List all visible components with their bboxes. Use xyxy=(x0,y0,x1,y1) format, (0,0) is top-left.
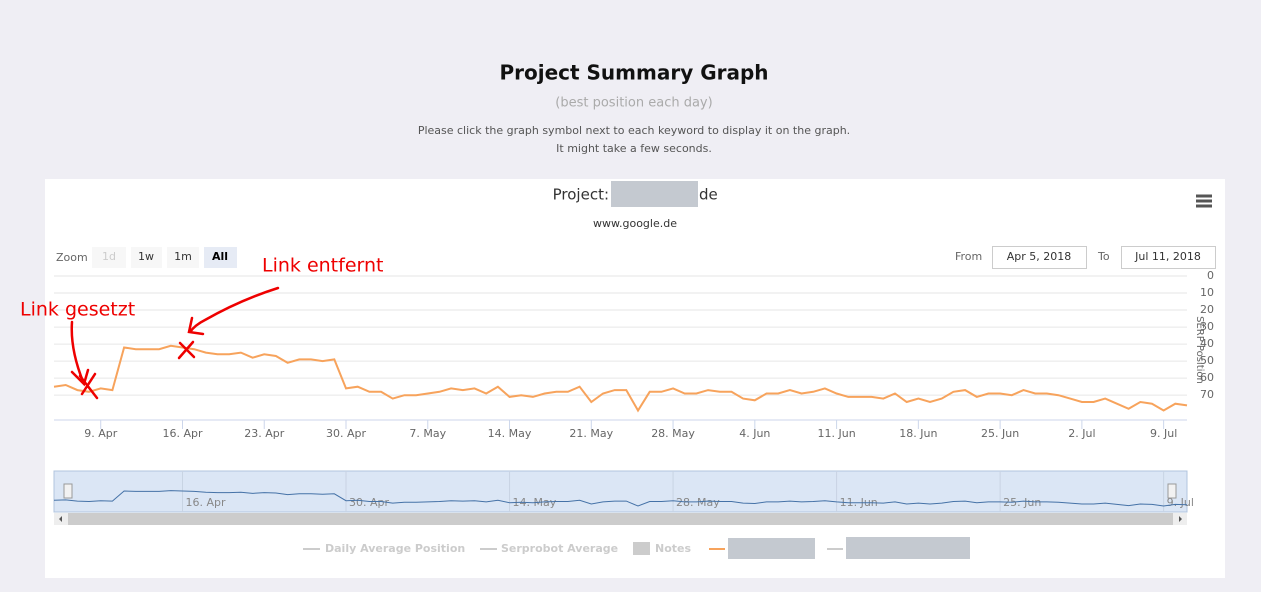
from-value[interactable]: Apr 5, 2018 xyxy=(1007,250,1072,263)
zoom-button[interactable] xyxy=(131,247,162,268)
from-label: From xyxy=(955,250,982,263)
redacted[interactable] xyxy=(846,537,970,559)
x-tick-label: 23. Apr xyxy=(244,427,284,440)
x-tick-label: 9. Apr xyxy=(84,427,117,440)
y-tick-label: 40 xyxy=(1200,337,1214,350)
legend-label[interactable]: Daily Average Position xyxy=(325,542,465,555)
x-tick-label: 21. May xyxy=(569,427,613,440)
x-tick-label: 11. Jun xyxy=(817,427,855,440)
zoom-button[interactable] xyxy=(167,247,199,268)
to-label: To xyxy=(1097,250,1110,263)
navigator-tick-label: 25. Jun xyxy=(1003,496,1041,509)
y-tick-label: 10 xyxy=(1200,286,1214,299)
x-tick-label: 4. Jun xyxy=(739,427,770,440)
page-title: Project Summary Graph xyxy=(499,61,768,85)
navigator-tick-label: 16. Apr xyxy=(185,496,225,509)
x-tick-label: 7. May xyxy=(409,427,446,440)
arrow xyxy=(187,286,280,336)
legend-symbol[interactable] xyxy=(633,542,650,555)
instructions: It might take a few seconds. xyxy=(556,142,712,155)
annotation: Link entfernt xyxy=(262,255,383,277)
from-input[interactable] xyxy=(992,246,1087,269)
y-tick-label: 60 xyxy=(1200,371,1214,384)
zoom-button[interactable] xyxy=(204,247,237,268)
x-tick-label: 2. Jul xyxy=(1068,427,1095,440)
zoom-button[interactable] xyxy=(92,247,126,268)
annotation-marks xyxy=(70,286,280,400)
to-input[interactable] xyxy=(1121,246,1216,269)
redacted[interactable] xyxy=(728,538,815,559)
zoom-label: Zoom xyxy=(56,251,88,264)
y-axis-title: SERP Position xyxy=(1194,316,1205,384)
x-tick-label: 25. Jun xyxy=(981,427,1019,440)
legend-label[interactable]: Notes xyxy=(655,542,691,555)
navigator[interactable] xyxy=(53,470,1188,513)
menu-button[interactable] xyxy=(1196,194,1212,208)
y-tick-label: 0 xyxy=(1207,269,1214,282)
navigator-tick-label: 30. Apr xyxy=(349,496,389,509)
x-tick-label: 30. Apr xyxy=(326,427,366,440)
instructions: Please click the graph symbol next to ea… xyxy=(418,124,850,137)
navigator-handle[interactable] xyxy=(1167,483,1177,499)
navigator-tick-label: 28. May xyxy=(676,496,720,509)
x-tick-label: 18. Jun xyxy=(899,427,937,440)
chart-title: de xyxy=(699,186,718,204)
chart-subtitle: www.google.de xyxy=(593,217,677,230)
legend-label[interactable]: Serprobot Average xyxy=(501,542,618,555)
annotation: Link gesetzt xyxy=(20,299,135,321)
y-tick-label: 50 xyxy=(1200,354,1214,367)
redacted xyxy=(611,181,698,207)
zoom-button-label[interactable]: 1d xyxy=(102,250,116,263)
y-tick-label: 20 xyxy=(1200,303,1214,316)
chart-title: Project: xyxy=(553,186,609,204)
zoom-button-label[interactable]: All xyxy=(212,250,228,263)
x-tick-label: 16. Apr xyxy=(162,427,202,440)
navigator-handle[interactable] xyxy=(63,483,73,499)
to-value[interactable]: Jul 11, 2018 xyxy=(1134,250,1201,263)
y-tick-label: 30 xyxy=(1200,320,1214,333)
navigator-tick-label: 9. Jul xyxy=(1167,496,1194,509)
plot: 0 10 20 30 40 50 60 70 9. Apr 16. Apr 23. Apr 30. A… xyxy=(53,269,1214,440)
zoom-button-label[interactable]: 1m xyxy=(174,250,192,263)
zoom-button-label[interactable]: 1w xyxy=(138,250,154,263)
page-subtitle: (best position each day) xyxy=(555,96,712,111)
cross xyxy=(78,372,99,400)
y-tick-label: 70 xyxy=(1200,388,1214,401)
scrollbar-thumb[interactable] xyxy=(68,513,1173,525)
x-tick-label: 28. May xyxy=(651,427,695,440)
x-tick-label: 9. Jul xyxy=(1150,427,1177,440)
cross xyxy=(177,340,196,360)
x-tick-label: 14. May xyxy=(488,427,532,440)
data-line xyxy=(53,344,1188,413)
navigator-line xyxy=(53,490,1188,507)
